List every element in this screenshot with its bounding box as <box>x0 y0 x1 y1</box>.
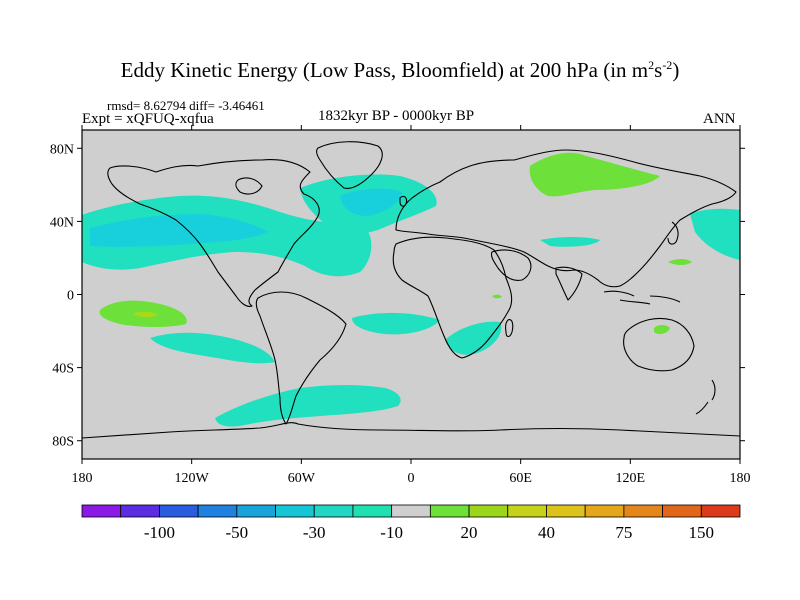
colorbar-swatch <box>429 504 470 518</box>
anomaly-region-south-pacific <box>150 332 275 364</box>
coastline-greenland <box>316 141 383 189</box>
colorbar-swatch <box>275 504 315 518</box>
longitude-axis: 180 120W 60W 0 60E 120E 180 <box>72 125 751 486</box>
anomaly-region-south-atlantic <box>352 312 440 335</box>
colorbar: -100 -50 -30 -10 20 40 75 150 <box>81 504 741 542</box>
lon-tick-label: 120E <box>616 471 646 486</box>
anomaly-region-north-pacific-core <box>90 214 268 247</box>
anomaly-shading <box>82 152 740 427</box>
colorbar-swatch <box>700 504 741 518</box>
colorbar-swatch <box>120 504 160 518</box>
anomaly-region-north-africa <box>540 237 600 247</box>
colorbar-label: -50 <box>225 523 248 542</box>
coastline-north-america <box>107 159 320 307</box>
anomaly-region-west-pacific <box>668 259 692 265</box>
lat-tick-label: 80S <box>52 435 74 450</box>
coastline-australia <box>623 317 695 372</box>
colorbar-label: 150 <box>689 523 715 542</box>
lat-tick-label: 80N <box>50 142 74 157</box>
colorbar-swatch <box>662 504 702 518</box>
colorbar-label: -30 <box>303 523 326 542</box>
colorbar-swatch <box>197 504 238 518</box>
colorbar-swatch <box>584 504 625 518</box>
anomaly-region-siberia <box>529 152 660 197</box>
colorbar-swatch <box>468 504 509 518</box>
coastline-india <box>555 266 583 301</box>
colorbar-label: 20 <box>461 523 478 542</box>
colorbar-swatch <box>159 504 199 518</box>
coastline-british-isles <box>399 195 408 207</box>
lat-tick-label: 40S <box>52 362 74 377</box>
season-label: ANN <box>703 111 736 127</box>
coastline-arabia <box>490 249 532 281</box>
coastline-africa <box>392 236 513 359</box>
colorbar-label: -100 <box>144 523 175 542</box>
anomaly-region-southern-africa <box>445 321 502 355</box>
colorbar-swatch <box>81 504 122 518</box>
lon-tick-label: 60W <box>288 471 316 486</box>
coastline-japan <box>667 221 679 245</box>
colorbar-swatch <box>507 504 547 518</box>
latitude-axis: 80N 40N 0 40S 80S <box>50 142 745 450</box>
coastline-hudson-bay <box>235 177 263 195</box>
colorbar-swatch <box>391 504 431 518</box>
lon-tick-label: 120W <box>175 471 210 486</box>
coastline-eurasia <box>395 149 737 288</box>
coastline-madagascar <box>505 319 514 338</box>
lat-tick-label: 0 <box>67 289 74 304</box>
anomaly-region-southern-ocean <box>215 385 401 427</box>
lon-tick-label: 180 <box>730 471 751 486</box>
stats-text: rmsd= 8.62794 diff= -3.46461 <box>107 98 265 113</box>
coastlines <box>82 141 740 439</box>
coastline-south-america <box>255 291 347 425</box>
colorbar-label: -10 <box>380 523 403 542</box>
lat-tick-label: 40N <box>50 215 74 230</box>
colorbar-swatch <box>352 504 393 518</box>
anomaly-region-tropical-pacific-core <box>133 311 158 318</box>
coastline-new-zealand <box>695 379 716 415</box>
lon-tick-label: 180 <box>72 471 93 486</box>
chart-title: Eddy Kinetic Energy (Low Pass, Bloomfiel… <box>120 58 680 82</box>
colorbar-label: 40 <box>538 523 555 542</box>
anomaly-region-australia <box>654 325 670 335</box>
coastline-antarctica <box>82 422 740 439</box>
anomaly-region-southern-africa-positive <box>492 294 502 299</box>
anomaly-region-north-atlantic-core <box>340 188 402 216</box>
colorbar-label: 75 <box>615 523 632 542</box>
lon-tick-label: 0 <box>408 471 415 486</box>
colorbar-swatch <box>546 504 586 518</box>
anomaly-region-east-pacific <box>690 208 740 260</box>
experiment-label: Expt = xQFUQ-xqfua <box>82 111 214 127</box>
coastline-indonesia <box>603 290 681 305</box>
colorbar-swatch <box>313 504 354 518</box>
colorbar-swatch <box>623 504 663 518</box>
lon-tick-label: 60E <box>509 471 532 486</box>
period-label: 1832kyr BP - 0000kyr BP <box>318 108 475 124</box>
colorbar-swatch <box>236 504 276 518</box>
